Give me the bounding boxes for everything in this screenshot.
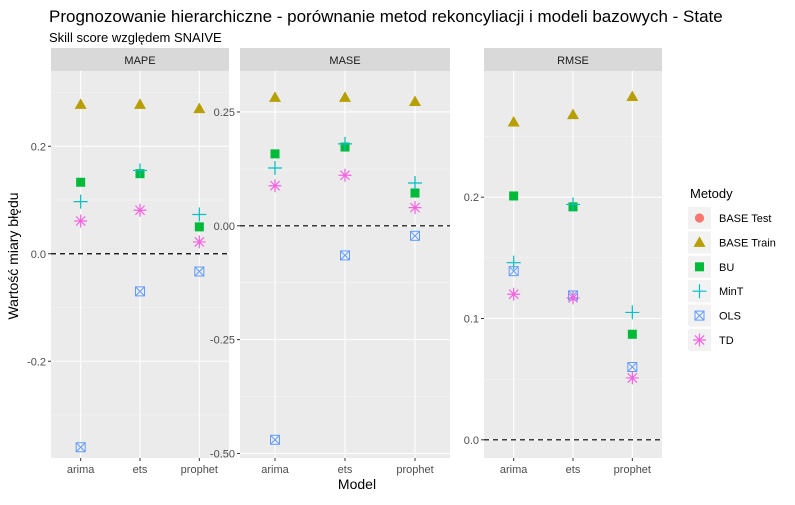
data-point-bu <box>410 188 420 198</box>
x-tick-label: ets <box>338 464 353 476</box>
legend-label: MinT <box>719 286 744 298</box>
data-point-mint <box>506 255 521 270</box>
legend-title: Metody <box>690 186 733 201</box>
x-tick-label: ets <box>133 464 148 476</box>
data-point-mint <box>268 160 282 175</box>
y-tick-label: 0.0 <box>464 435 479 447</box>
data-point-td <box>566 291 580 305</box>
facet-panel-mape: MAPE 0.2 0.0 -0.2 arima ets prophet <box>27 48 229 476</box>
data-point-bu <box>76 177 86 187</box>
data-point-bu <box>509 191 519 201</box>
y-tick-label: 0.2 <box>31 141 46 153</box>
x-axis-label: Model <box>338 476 376 492</box>
legend-item-base-test: BASE Test <box>688 207 771 229</box>
data-point-td <box>625 371 639 385</box>
data-point-ols <box>410 230 420 241</box>
data-point-td <box>268 179 282 193</box>
data-point-td <box>133 203 147 217</box>
data-point-mint <box>408 176 422 191</box>
y-axis-label: Wartość miary błędu <box>5 192 21 319</box>
facet-strip <box>484 48 662 71</box>
facet-panel-mase: MASE 0.25 0.00 -0.25 -0.50 arima ets prophet <box>210 48 450 476</box>
legend-key-symbol <box>693 333 706 347</box>
data-point-mint <box>625 305 640 320</box>
data-point-base-train <box>134 98 146 109</box>
data-point-ols <box>194 266 205 277</box>
data-point-base-train <box>339 91 351 102</box>
data-point-td <box>338 168 352 182</box>
data-point-td <box>74 214 88 228</box>
data-point-mint <box>338 136 352 151</box>
data-point-ols <box>508 266 519 277</box>
x-tick-label: arima <box>67 464 95 476</box>
legend-item-base-train: BASE Train <box>688 231 776 254</box>
legend-key-symbol <box>694 310 705 321</box>
x-tick-label: arima <box>500 464 528 476</box>
chart-subtitle: Skill score względem SNAIVE <box>49 30 222 45</box>
data-point-base-train <box>409 95 421 107</box>
data-point-bu <box>627 329 637 339</box>
legend-label: TD <box>719 335 734 347</box>
data-point-base-train <box>193 102 206 114</box>
x-tick-label: arima <box>261 464 289 476</box>
x-tick-label: prophet <box>181 464 218 476</box>
data-point-bu <box>270 149 280 159</box>
data-point-base-train <box>507 115 520 127</box>
data-point-ols <box>75 442 86 453</box>
legend-key-symbol <box>694 213 705 223</box>
facet-label: MAPE <box>124 55 155 67</box>
legend-label: BASE Test <box>719 213 771 225</box>
y-tick-label: 0.2 <box>464 192 479 204</box>
y-tick-label: 0.0 <box>31 249 46 261</box>
data-point-mint <box>73 194 88 209</box>
legend-label: BU <box>719 262 734 274</box>
facet-label: RMSE <box>557 55 589 67</box>
legend-item-bu: BU <box>688 255 734 278</box>
y-tick-label: 0.1 <box>464 313 479 325</box>
x-tick-label: ets <box>566 464 581 476</box>
facet-panel-rmse: RMSE 0.2 0.1 0.0 arima ets prophet <box>464 48 662 476</box>
data-point-ols <box>135 286 145 297</box>
y-tick-label: 0.25 <box>214 107 235 119</box>
chart-title: Prognozowanie hierarchiczne - porównanie… <box>49 7 723 26</box>
legend-key-symbol <box>695 262 704 272</box>
legend-label: OLS <box>719 311 741 323</box>
data-point-mint <box>133 163 147 178</box>
data-point-ols <box>270 434 280 445</box>
x-tick-label: prophet <box>396 464 433 476</box>
data-point-td <box>507 287 521 301</box>
facet-strip <box>51 48 229 71</box>
legend-item-td: TD <box>688 329 734 351</box>
legend-key-symbol <box>692 284 707 299</box>
legend-item-mint: MinT <box>688 280 744 303</box>
y-tick-label: -0.50 <box>210 448 235 460</box>
legend-key-symbol <box>693 236 706 247</box>
data-point-ols <box>340 250 350 261</box>
x-tick-label: prophet <box>614 464 651 476</box>
y-tick-label: -0.2 <box>27 356 46 368</box>
facet-panels: MAPE 0.2 0.0 -0.2 arima ets prophet MASE 0.25 0.0… <box>27 48 662 476</box>
y-tick-label: 0.00 <box>214 221 235 233</box>
data-point-td <box>192 235 206 249</box>
data-point-mint <box>192 207 207 222</box>
data-point-base-train <box>269 91 281 102</box>
legend-item-ols: OLS <box>688 304 741 327</box>
legend: Metody BASE Test BASE Train BU MinT OLS TD <box>688 186 776 351</box>
data-point-bu <box>194 222 204 232</box>
data-point-base-train <box>74 98 87 109</box>
facet-strip <box>240 48 450 71</box>
data-point-base-train <box>567 108 579 120</box>
y-tick-label: -0.25 <box>210 335 235 347</box>
data-point-td <box>408 201 422 215</box>
data-point-mint <box>566 197 580 212</box>
data-point-base-train <box>626 90 639 101</box>
legend-label: BASE Train <box>719 237 776 249</box>
facet-label: MASE <box>329 55 360 67</box>
